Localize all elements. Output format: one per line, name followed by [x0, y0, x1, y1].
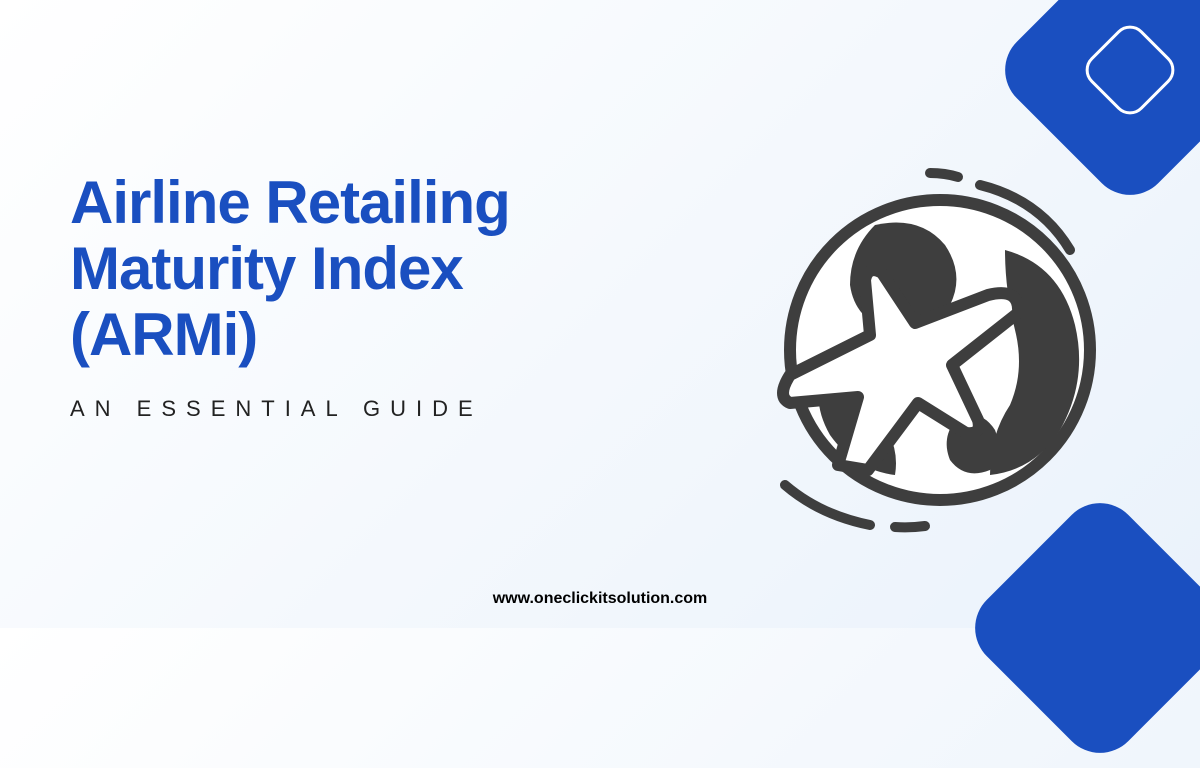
- footer-url: www.oneclickitsolution.com: [493, 590, 708, 608]
- hero-text-block: Airline Retailing Maturity Index (ARMi) …: [70, 170, 510, 422]
- page-title: Airline Retailing Maturity Index (ARMi): [70, 170, 510, 368]
- title-line-1: Airline Retailing: [70, 169, 510, 236]
- title-line-3: (ARMi): [70, 301, 257, 368]
- title-line-2: Maturity Index: [70, 235, 463, 302]
- page-subtitle: AN ESSENTIAL GUIDE: [70, 396, 510, 422]
- globe-airplane-icon: [730, 155, 1110, 535]
